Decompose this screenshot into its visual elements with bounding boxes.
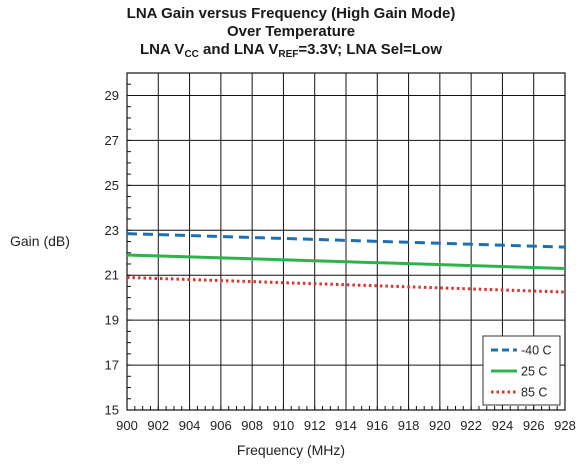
- y-tick-label: 21: [105, 268, 119, 283]
- legend-label: -40 C: [521, 344, 552, 358]
- x-tick-label: 924: [492, 418, 514, 433]
- plot-border: [126, 72, 566, 411]
- x-tick-label: 906: [210, 418, 232, 433]
- x-tick-label: 900: [116, 418, 138, 433]
- chart-conditions: LNA VCC and LNA VREF=3.3V; LNA Sel=Low: [0, 40, 582, 60]
- x-tick-label: 928: [554, 418, 576, 433]
- y-tick-label: 23: [105, 223, 119, 238]
- y-tick-label: 25: [105, 178, 119, 193]
- x-tick-label: 914: [335, 418, 357, 433]
- y-tick-label: 29: [105, 88, 119, 103]
- x-tick-label: 922: [460, 418, 482, 433]
- series-line-85c: [126, 275, 566, 294]
- conditions-text-1: LNA V: [139, 41, 185, 58]
- x-axis-label: Frequency (MHz): [236, 442, 346, 458]
- chart-title: LNA Gain versus Frequency (High Gain Mod…: [126, 5, 456, 22]
- x-tick-label: 918: [398, 418, 420, 433]
- chart-subtitle: Over Temperature: [226, 23, 356, 40]
- y-tick-label: 27: [105, 133, 119, 148]
- legend-label: 85 C: [521, 386, 547, 400]
- x-tick-label: 910: [273, 418, 295, 433]
- y-tick-label: 17: [105, 358, 119, 373]
- y-tick-label: 15: [105, 403, 119, 418]
- x-tick-label: 902: [147, 418, 169, 433]
- y-tick-label: 19: [105, 313, 119, 328]
- legend-label: 25 C: [521, 365, 547, 379]
- conditions-sub-1: CC: [184, 49, 199, 60]
- x-tick-label: 916: [366, 418, 388, 433]
- x-tick-label: 926: [523, 418, 545, 433]
- conditions-text-3: =3.3V; LNA Sel=Low: [298, 41, 443, 58]
- x-tick-label: 920: [429, 418, 451, 433]
- conditions-text-2: and LNA V: [198, 41, 279, 58]
- y-axis-label: Gain (dB): [10, 233, 70, 249]
- series-line--40c: [126, 232, 566, 249]
- x-tick-label: 904: [179, 418, 201, 433]
- x-tick-label: 912: [304, 418, 326, 433]
- x-tick-label: 908: [241, 418, 263, 433]
- conditions-sub-2: REF: [278, 49, 299, 60]
- series-line-25c: [126, 253, 566, 270]
